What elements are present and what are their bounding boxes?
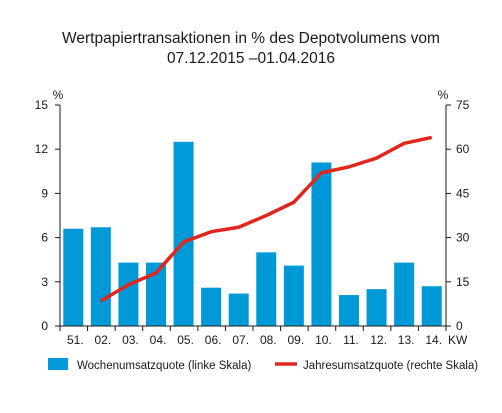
y-right-tick-label: 75 xyxy=(456,98,470,112)
bar-1 xyxy=(63,228,84,326)
legend-label-bar: Wochenumsatzquote (linke Skala) xyxy=(77,360,251,372)
x-tick-label: 05. xyxy=(177,333,194,347)
bar-2 xyxy=(90,227,111,326)
y-left-tick-label: 0 xyxy=(41,319,48,333)
bar-6 xyxy=(201,287,222,326)
x-tick-label: 10. xyxy=(315,333,332,347)
bar-4 xyxy=(146,262,166,326)
y-left-tick-label: 6 xyxy=(41,231,48,245)
y-right-tick-label: 30 xyxy=(456,231,470,245)
bar-8 xyxy=(256,252,277,326)
bar-5 xyxy=(173,141,194,326)
x-tick-label: 12. xyxy=(370,333,387,347)
bar-14 xyxy=(421,286,442,326)
y-right-tick-label: 15 xyxy=(456,275,470,289)
x-tick-label: 51. xyxy=(67,333,84,347)
bar-3 xyxy=(118,262,139,326)
y-left-tick-label: 9 xyxy=(41,186,48,200)
x-tick-label: 02. xyxy=(95,333,112,347)
x-tick-label: 09. xyxy=(288,333,305,347)
x-tick-label: 14. xyxy=(425,333,442,347)
y-right-unit: % xyxy=(438,88,449,102)
bar-11 xyxy=(339,295,359,326)
y-right-tick-label: 60 xyxy=(456,142,470,156)
x-tick-label: 03. xyxy=(122,333,139,347)
x-tick-label: 07. xyxy=(232,333,249,347)
x-tick-label: 04. xyxy=(150,333,167,347)
legend-swatch-bar xyxy=(48,358,68,370)
x-axis-unit: KW xyxy=(448,333,468,347)
y-left-tick-label: 15 xyxy=(35,98,49,112)
y-left-tick-label: 12 xyxy=(35,142,49,156)
legend-label-line: Jahresumsatzquote (rechte Skala) xyxy=(303,360,478,372)
x-tick-label: 08. xyxy=(260,333,277,347)
chart-title-line-1: Wertpapiertransaktionen in % des Depotvo… xyxy=(62,30,440,47)
y-right-tick-label: 0 xyxy=(456,319,463,333)
x-tick-label: 06. xyxy=(205,333,222,347)
y-right-tick-label: 45 xyxy=(456,186,470,200)
chart-title-line-2: 07.12.2015 –01.04.2016 xyxy=(166,50,336,67)
bar-13 xyxy=(394,262,415,326)
x-tick-label: 13. xyxy=(398,333,415,347)
bar-7 xyxy=(228,293,249,326)
x-tick-label: 11. xyxy=(343,333,359,347)
y-left-tick-label: 3 xyxy=(41,275,48,289)
bar-10 xyxy=(311,162,332,326)
y-left-unit: % xyxy=(53,88,64,102)
bar-9 xyxy=(283,265,304,326)
bar-12 xyxy=(366,289,387,326)
